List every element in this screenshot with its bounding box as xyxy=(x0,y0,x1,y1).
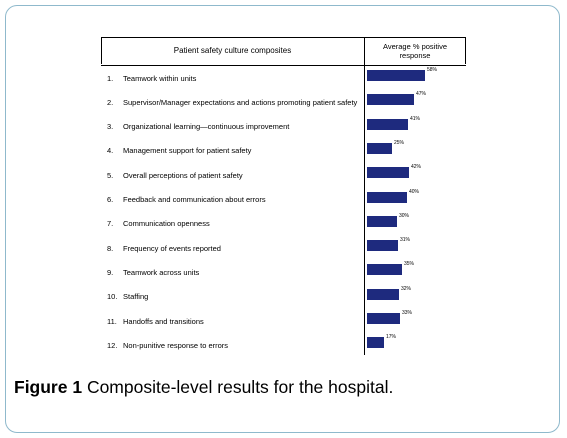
table-row: 2. Supervisor/Manager expectations and ac… xyxy=(101,91,466,113)
header-average-positive: Average % positive response xyxy=(365,38,465,63)
header-right-border xyxy=(465,37,466,64)
bar xyxy=(367,142,392,154)
header-composites: Patient safety culture composites xyxy=(173,46,292,55)
composite-label: Frequency of events reported xyxy=(123,243,221,253)
row-number: 11. xyxy=(107,316,117,326)
table-row: 7. Communication openness 30% xyxy=(101,213,466,235)
bar xyxy=(367,94,414,106)
composite-label: Overall perceptions of patient safety xyxy=(123,170,243,180)
figure-frame xyxy=(5,5,560,433)
row-number: 12. xyxy=(107,340,118,350)
row-number: 10. xyxy=(107,292,118,302)
bar-value-label: 35% xyxy=(404,261,415,268)
bar-value-label: 30% xyxy=(399,212,410,219)
composites-table: Patient safety culture composites Averag… xyxy=(101,37,466,355)
bar xyxy=(367,337,384,349)
table-row: 9. Teamwork across units 35% xyxy=(101,261,466,283)
row-number: 9. xyxy=(107,267,114,277)
table-row: 12. Non-punitive response to errors 17% xyxy=(101,334,466,356)
bar-value-label: 33% xyxy=(402,310,413,316)
header-average-line2: response xyxy=(399,50,431,60)
composite-label: Teamwork across units xyxy=(123,267,200,277)
bar-value-label: 40% xyxy=(409,188,420,195)
bar xyxy=(367,70,425,81)
table-row: 6. Feedback and communication about error… xyxy=(101,189,466,211)
header-average-line1: Average % positive xyxy=(382,41,448,51)
composite-label: Feedback and communication about errors xyxy=(123,195,266,204)
bar xyxy=(367,313,400,324)
bar xyxy=(367,191,407,203)
table-row: 1. Teamwork within units 58% xyxy=(101,67,466,89)
row-number: 6. xyxy=(107,195,114,204)
bar xyxy=(367,240,398,252)
bar-value-label: 17% xyxy=(386,334,397,341)
bar-value-label: 42% xyxy=(411,164,422,171)
row-number: 1. xyxy=(107,73,114,83)
figure-label: Figure 1 xyxy=(14,377,83,397)
figure-caption: Figure 1 Composite-level results for the… xyxy=(14,377,544,398)
bar-value-label: 32% xyxy=(401,285,412,292)
row-number: 3. xyxy=(107,122,114,132)
row-number: 8. xyxy=(107,243,114,253)
table-row: 4. Management support for patient safety 2… xyxy=(101,140,466,162)
composite-label: Management support for patient safety xyxy=(123,146,252,156)
bar xyxy=(367,288,399,300)
figure-caption-text: Composite-level results for the hospital… xyxy=(82,377,394,397)
column-divider xyxy=(364,37,365,355)
bar xyxy=(367,167,409,179)
composite-label: Organizational learning—continuous impro… xyxy=(123,122,290,132)
bar-value-label: 25% xyxy=(394,139,405,146)
bar-value-label: 58% xyxy=(427,67,438,73)
bar xyxy=(367,264,402,276)
table-row: 10. Staffing 32% xyxy=(101,286,466,308)
row-number: 4. xyxy=(107,146,114,156)
composite-label: Communication openness xyxy=(123,219,210,229)
composite-label: Teamwork within units xyxy=(123,73,197,83)
bar xyxy=(367,215,397,227)
composite-label: Supervisor/Manager expectations and acti… xyxy=(123,97,358,107)
bar-value-label: 31% xyxy=(400,237,411,244)
table-row: 11. Handoffs and transitions 33% xyxy=(101,310,466,332)
row-number: 7. xyxy=(107,219,114,229)
bar-value-label: 47% xyxy=(416,91,427,98)
bar-value-label: 41% xyxy=(410,115,421,122)
header-left-border xyxy=(101,37,102,64)
table-row: 8. Frequency of events reported 31% xyxy=(101,237,466,259)
row-number: 5. xyxy=(107,170,114,180)
composite-label: Staffing xyxy=(123,292,149,302)
table-header xyxy=(101,37,466,66)
row-number: 2. xyxy=(107,97,114,107)
composite-label: Non-punitive response to errors xyxy=(123,340,229,350)
table-row: 5. Overall perceptions of patient safety 4… xyxy=(101,164,466,186)
composite-label: Handoffs and transitions xyxy=(123,316,204,326)
bar xyxy=(367,118,408,130)
table-row: 3. Organizational learning—continuous imp… xyxy=(101,116,466,138)
